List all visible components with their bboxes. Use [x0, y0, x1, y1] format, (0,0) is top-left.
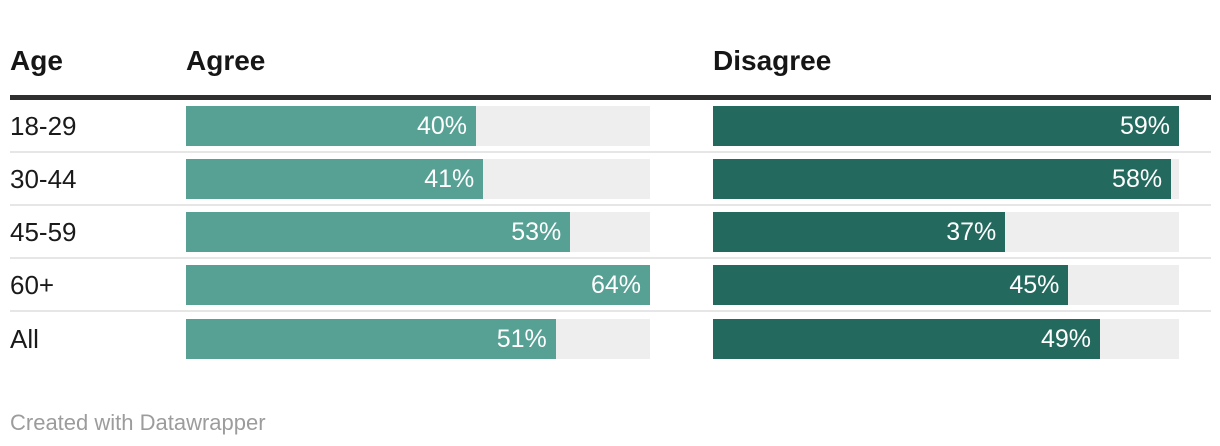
disagree-bar: 49% — [713, 318, 1101, 359]
row-label: 18-29 — [10, 110, 77, 141]
disagree-value-label: 58% — [1112, 164, 1163, 193]
table-row: 45-59 53% 37% — [10, 206, 1211, 259]
agree-cell: 51% — [186, 318, 713, 359]
table-row: All 51% 49% — [10, 312, 1211, 365]
disagree-cell: 37% — [713, 211, 1211, 252]
table-body: 18-29 40% 59% 30-44 41% — [10, 100, 1211, 365]
agree-value-label: 40% — [416, 111, 467, 140]
disagree-bar-track: 45% — [713, 264, 1179, 305]
column-header-age: Age — [10, 45, 63, 76]
table-header-row: Age Agree Disagree — [10, 0, 1211, 100]
agree-bar-track: 51% — [186, 318, 650, 359]
disagree-bar: 45% — [713, 264, 1069, 305]
agree-cell: 64% — [186, 264, 713, 305]
disagree-bar: 58% — [713, 158, 1172, 199]
row-label: 60+ — [10, 269, 55, 300]
agree-bar-track: 41% — [186, 158, 650, 199]
disagree-cell: 59% — [713, 105, 1211, 146]
disagree-bar: 37% — [713, 211, 1006, 252]
agree-value-label: 51% — [496, 324, 547, 353]
agree-bar-track: 53% — [186, 211, 650, 252]
agree-bar: 40% — [186, 105, 476, 146]
column-header-disagree: Disagree — [713, 45, 832, 76]
disagree-cell: 45% — [713, 264, 1211, 305]
disagree-bar-track: 37% — [713, 211, 1179, 252]
agree-value-label: 64% — [590, 270, 641, 299]
row-label: 30-44 — [10, 163, 77, 194]
disagree-cell: 49% — [713, 318, 1211, 359]
attribution-text: Created with Datawrapper — [10, 410, 266, 435]
table-row: 18-29 40% 59% — [10, 100, 1211, 153]
row-label: 45-59 — [10, 216, 77, 247]
disagree-value-label: 59% — [1119, 111, 1170, 140]
disagree-value-label: 45% — [1009, 270, 1060, 299]
agree-bar: 41% — [186, 158, 484, 199]
agree-bar: 64% — [186, 264, 650, 305]
agree-bar-track: 64% — [186, 264, 650, 305]
agree-value-label: 53% — [511, 217, 562, 246]
disagree-bar-track: 49% — [713, 318, 1179, 359]
disagree-value-label: 37% — [946, 217, 997, 246]
disagree-bar-track: 59% — [713, 105, 1179, 146]
agree-cell: 40% — [186, 105, 713, 146]
disagree-bar-track: 58% — [713, 158, 1179, 199]
column-header-agree: Agree — [186, 45, 266, 76]
table-bar-chart: Age Agree Disagree 18-29 40% 59% 30-44 — [10, 0, 1211, 365]
agree-bar: 51% — [186, 318, 556, 359]
table-row: 30-44 41% 58% — [10, 153, 1211, 206]
agree-bar-track: 40% — [186, 105, 650, 146]
row-label: All — [10, 323, 39, 354]
table-row: 60+ 64% 45% — [10, 259, 1211, 312]
disagree-cell: 58% — [713, 158, 1211, 199]
agree-value-label: 41% — [424, 164, 475, 193]
agree-cell: 53% — [186, 211, 713, 252]
disagree-value-label: 49% — [1040, 324, 1092, 353]
disagree-bar: 59% — [713, 105, 1179, 146]
agree-cell: 41% — [186, 158, 713, 199]
agree-bar: 53% — [186, 211, 571, 252]
